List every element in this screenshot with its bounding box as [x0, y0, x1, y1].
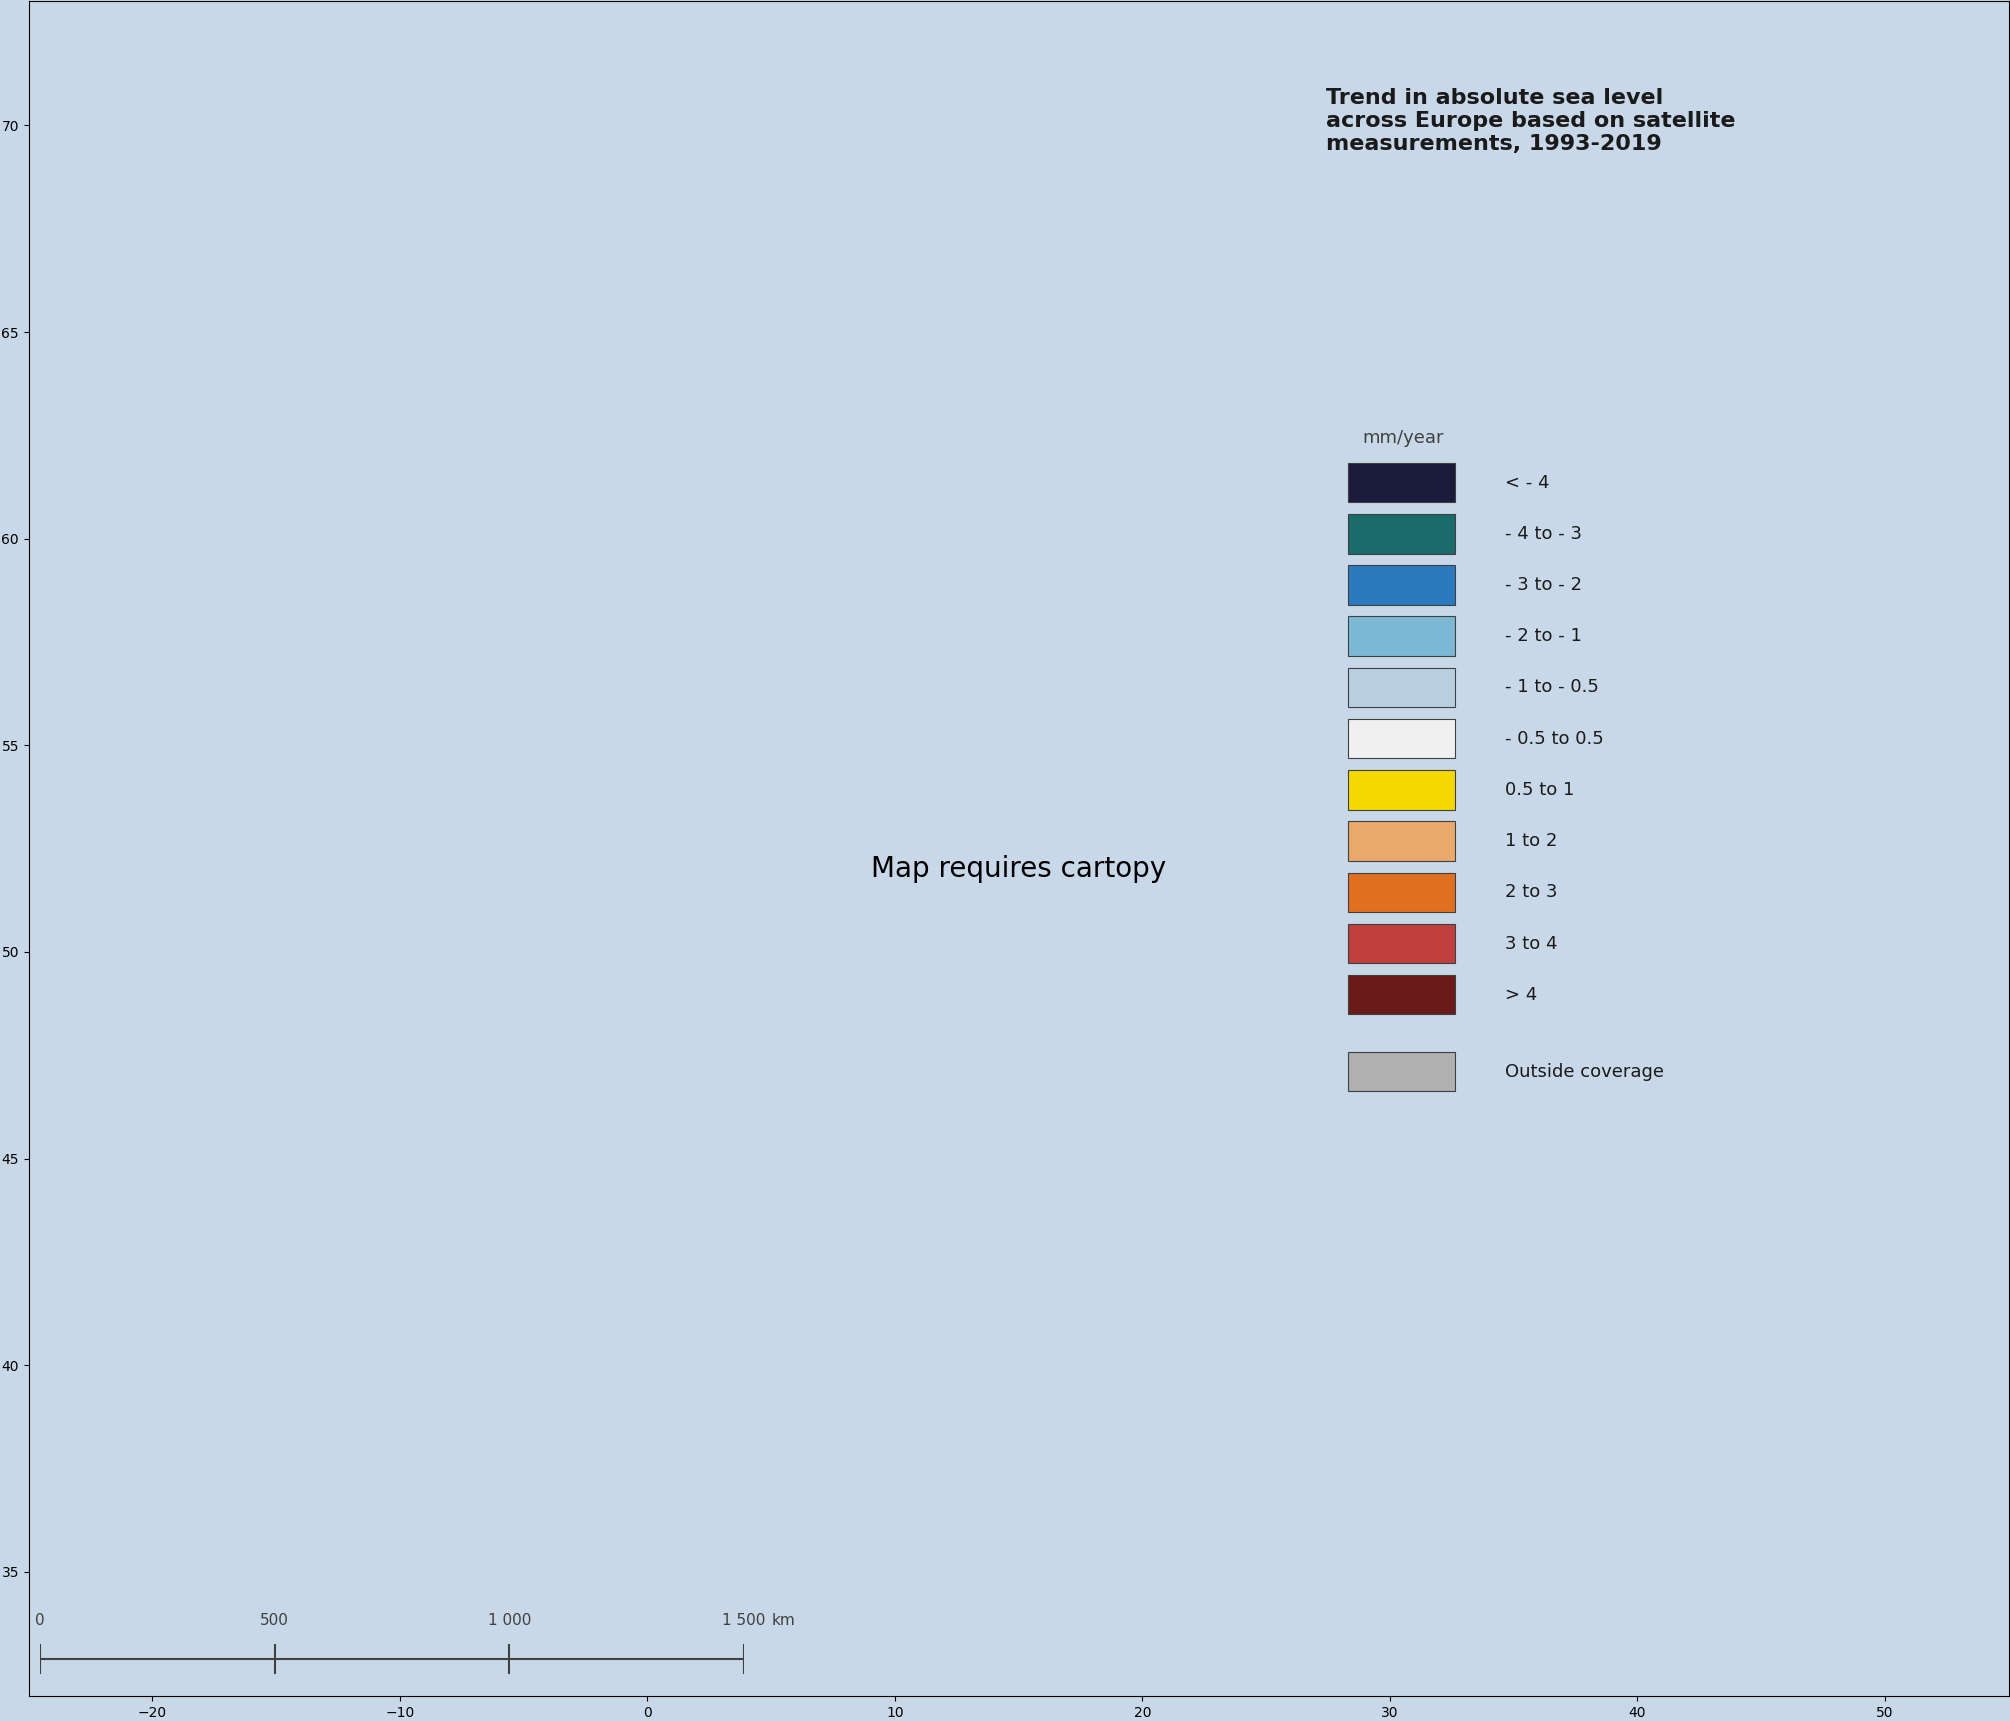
Text: Map requires cartopy: Map requires cartopy — [870, 855, 1166, 883]
Bar — [1347, 873, 1455, 912]
Text: Outside coverage: Outside coverage — [1505, 1062, 1664, 1081]
Bar — [1347, 924, 1455, 964]
Text: 0: 0 — [36, 1613, 44, 1628]
Text: - 3 to - 2: - 3 to - 2 — [1505, 577, 1582, 594]
Text: 0.5 to 1: 0.5 to 1 — [1505, 781, 1574, 799]
Text: 3 to 4: 3 to 4 — [1505, 935, 1558, 952]
Text: - 2 to - 1: - 2 to - 1 — [1505, 626, 1582, 645]
Bar — [1347, 719, 1455, 759]
Text: 1 500: 1 500 — [722, 1613, 766, 1628]
Bar — [1347, 463, 1455, 503]
Text: Trend in absolute sea level
across Europe based on satellite
measurements, 1993-: Trend in absolute sea level across Europ… — [1327, 88, 1737, 155]
Bar — [1347, 564, 1455, 604]
Bar — [1347, 1052, 1455, 1091]
Text: < - 4: < - 4 — [1505, 473, 1550, 492]
Text: - 4 to - 3: - 4 to - 3 — [1505, 525, 1582, 542]
Bar — [1347, 668, 1455, 707]
Text: 2 to 3: 2 to 3 — [1505, 883, 1558, 902]
Text: 500: 500 — [259, 1613, 289, 1628]
Text: 1 000: 1 000 — [488, 1613, 531, 1628]
Bar — [1347, 769, 1455, 809]
Bar — [1347, 515, 1455, 554]
Text: mm/year: mm/year — [1363, 429, 1443, 447]
Text: - 1 to - 0.5: - 1 to - 0.5 — [1505, 678, 1598, 697]
Bar — [1347, 976, 1455, 1014]
Text: > 4: > 4 — [1505, 986, 1538, 1003]
Bar — [1347, 821, 1455, 860]
Text: - 0.5 to 0.5: - 0.5 to 0.5 — [1505, 730, 1604, 747]
Bar — [1347, 616, 1455, 656]
Text: km: km — [772, 1613, 796, 1628]
Text: 1 to 2: 1 to 2 — [1505, 831, 1558, 850]
